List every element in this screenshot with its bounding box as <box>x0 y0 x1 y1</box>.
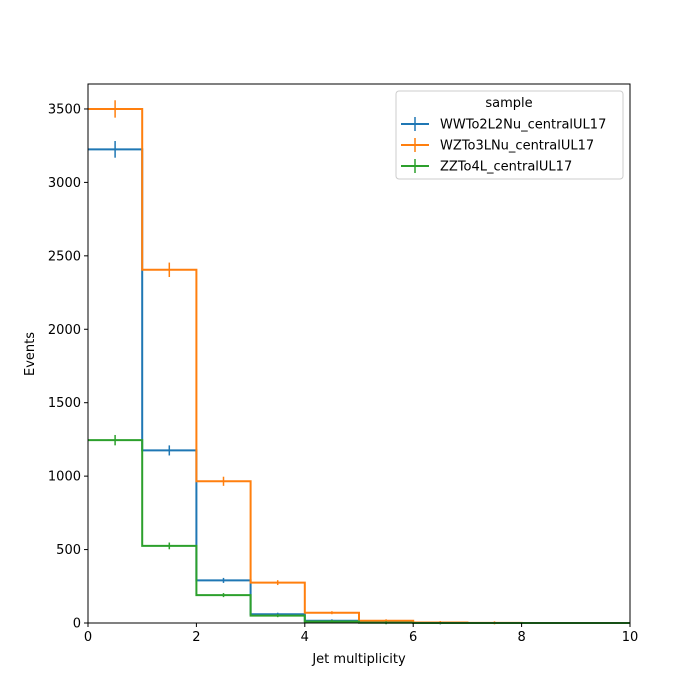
x-axis-label: Jet multiplicity <box>311 652 406 667</box>
legend-entry-label: WWTo2L2Nu_centralUL17 <box>440 118 606 133</box>
y-axis-ticks: 0 500 1000 1500 2000 2500 3000 3500 <box>48 102 88 632</box>
y-tick-label: 1000 <box>48 470 81 485</box>
x-tick-label: 0 <box>84 630 92 645</box>
x-tick-label: 4 <box>301 630 309 645</box>
legend-entry: WWTo2L2Nu_centralUL17 <box>401 117 606 133</box>
legend-title: sample <box>485 96 532 111</box>
y-tick-label: 3500 <box>48 102 81 117</box>
legend-entry-label: WZTo3LNu_centralUL17 <box>440 139 594 154</box>
y-tick-label: 3000 <box>48 176 81 191</box>
plot-frame <box>87 83 631 624</box>
x-tick-label: 2 <box>192 630 200 645</box>
legend-box <box>395 90 624 180</box>
y-tick-label: 1500 <box>48 396 81 411</box>
y-tick-label: 2000 <box>48 323 81 338</box>
legend: sample WWTo2L2Nu_centralUL17 WZTo3LNu_cen… <box>395 90 624 180</box>
y-tick-label: 500 <box>56 543 81 558</box>
legend-entry: ZZTo4L_centralUL17 <box>401 159 572 175</box>
y-tick-label: 0 <box>73 617 81 632</box>
x-tick-label: 10 <box>622 630 639 645</box>
legend-entry-label: ZZTo4L_centralUL17 <box>440 160 572 175</box>
x-tick-label: 8 <box>517 630 525 645</box>
y-tick-label: 2500 <box>48 249 81 264</box>
legend-entry: WZTo3LNu_centralUL17 <box>401 138 594 154</box>
x-tick-label: 6 <box>409 630 417 645</box>
y-axis-label: Events <box>23 332 38 376</box>
x-axis-ticks: 0 2 4 6 8 10 <box>84 623 638 645</box>
